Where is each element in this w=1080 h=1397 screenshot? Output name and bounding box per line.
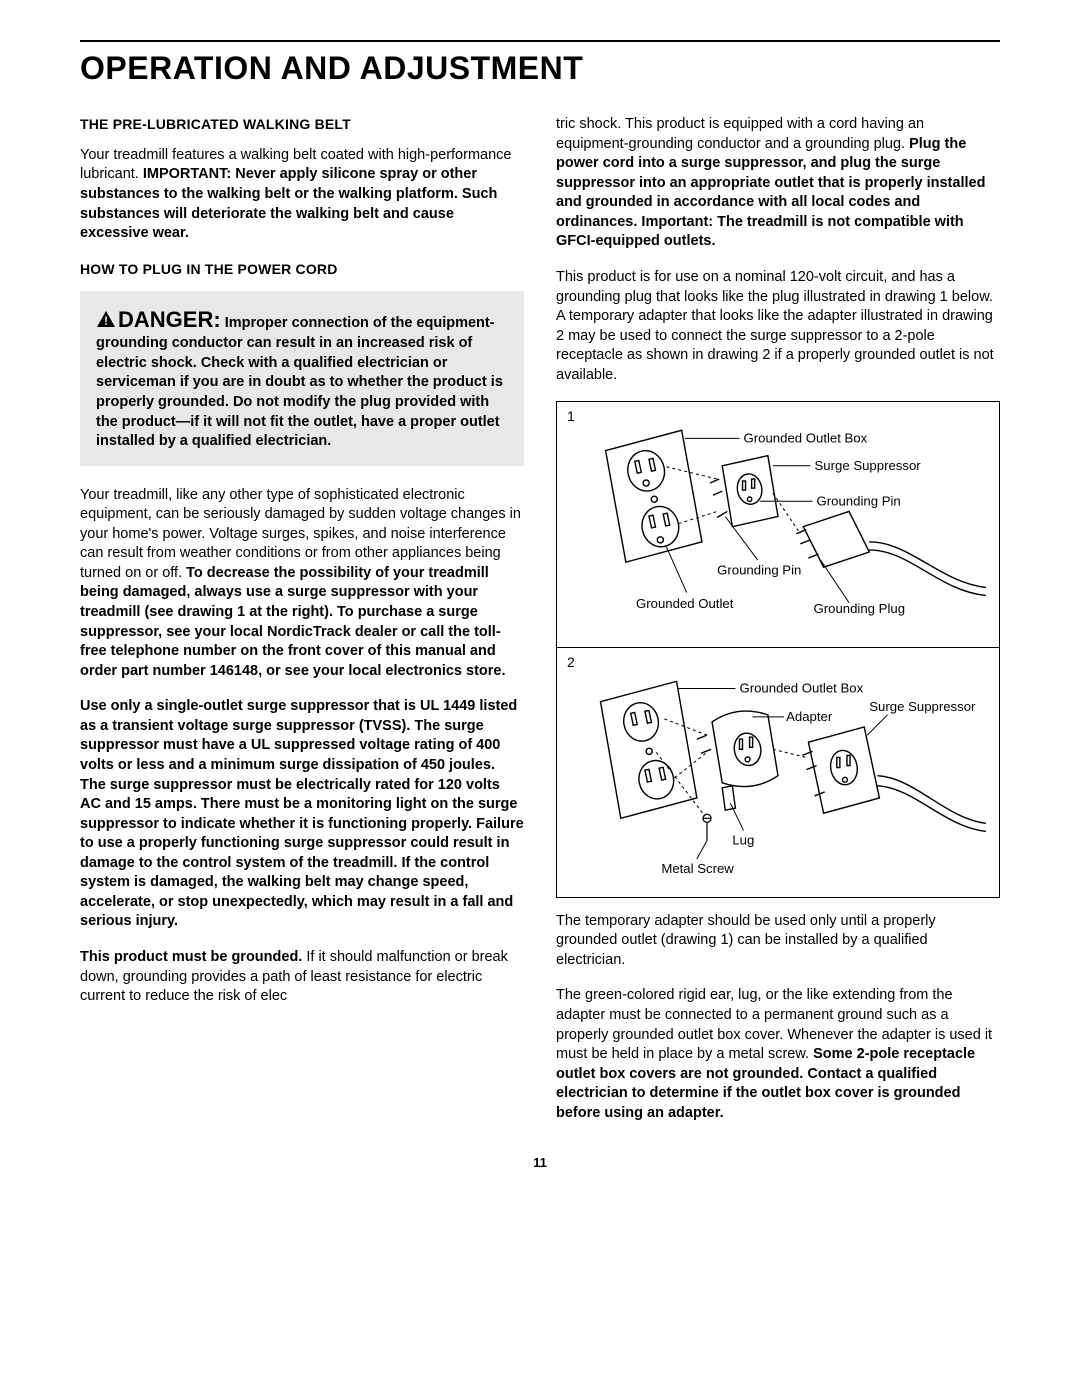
danger-label: DANGER: bbox=[118, 307, 221, 332]
two-column-layout: THE PRE-LUBRICATED WALKING BELT Your tre… bbox=[80, 115, 1000, 1123]
fig2-label-adapter: Adapter bbox=[786, 708, 833, 723]
para-right-bold1: Plug the power cord into a surge suppres… bbox=[556, 136, 985, 250]
top-rule bbox=[80, 40, 1000, 42]
fig1-label-outlet: Grounded Outlet bbox=[636, 596, 734, 611]
danger-callout: ! DANGER: Improper connection of the equ… bbox=[80, 291, 524, 466]
para-right-lead1: tric shock. This product is equipped wit… bbox=[556, 116, 924, 152]
fig1-label-pin2: Grounding Pin bbox=[717, 563, 801, 578]
para-surge-spec-bold: Use only a single-outlet surge suppresso… bbox=[80, 698, 524, 929]
fig2-label-surge: Surge Suppressor bbox=[869, 698, 976, 713]
para-grounded-bold: This product must be grounded. bbox=[80, 949, 302, 965]
para-surge-intro: Your treadmill, like any other type of s… bbox=[80, 486, 524, 682]
para-surge-bold: To decrease the possibility of your trea… bbox=[80, 565, 506, 679]
para-lug: The green-colored rigid ear, lug, or the… bbox=[556, 986, 1000, 1123]
fig2-label-lug: Lug bbox=[732, 832, 754, 847]
page-number: 11 bbox=[80, 1155, 1000, 1170]
para-belt: Your treadmill features a walking belt c… bbox=[80, 146, 524, 244]
figure-1-illustration: Grounded Outlet Box Surge Suppressor Gro… bbox=[565, 410, 991, 638]
figure-panel-1: 1 bbox=[557, 402, 999, 646]
para-right-120v: This product is for use on a nominal 120… bbox=[556, 268, 1000, 385]
figure-1-number: 1 bbox=[567, 408, 575, 424]
para-temp-adapter: The temporary adapter should be used onl… bbox=[556, 912, 1000, 971]
fig1-label-pin1: Grounding Pin bbox=[817, 494, 901, 509]
para-belt-bold: IMPORTANT: Never apply silicone spray or… bbox=[80, 166, 497, 241]
para-right-continue: tric shock. This product is equipped wit… bbox=[556, 115, 1000, 252]
danger-paragraph: ! DANGER: Improper connection of the equ… bbox=[96, 305, 508, 452]
figure-2-illustration: Grounded Outlet Box Adapter Surge Suppre… bbox=[565, 656, 991, 889]
figure-panel-2: 2 bbox=[557, 647, 999, 897]
danger-text: Improper connection of the equipment-gro… bbox=[96, 315, 503, 450]
svg-text:!: ! bbox=[104, 314, 108, 328]
figure-2-number: 2 bbox=[567, 654, 575, 670]
fig1-label-plug: Grounding Plug bbox=[813, 601, 905, 616]
warning-triangle-icon: ! bbox=[96, 310, 116, 335]
section-head-power: HOW TO PLUG IN THE POWER CORD bbox=[80, 260, 524, 279]
left-column: THE PRE-LUBRICATED WALKING BELT Your tre… bbox=[80, 115, 524, 1123]
para-grounded: This product must be grounded. If it sho… bbox=[80, 948, 524, 1007]
right-column: tric shock. This product is equipped wit… bbox=[556, 115, 1000, 1123]
figure-box: 1 bbox=[556, 401, 1000, 897]
page-title: OPERATION AND ADJUSTMENT bbox=[80, 50, 1000, 87]
fig1-label-outlet-box: Grounded Outlet Box bbox=[744, 431, 868, 446]
fig2-label-outlet-box: Grounded Outlet Box bbox=[739, 680, 863, 695]
fig2-label-screw: Metal Screw bbox=[661, 861, 734, 876]
section-head-belt: THE PRE-LUBRICATED WALKING BELT bbox=[80, 115, 524, 134]
fig1-label-surge: Surge Suppressor bbox=[815, 458, 922, 473]
para-surge-spec: Use only a single-outlet surge suppresso… bbox=[80, 697, 524, 932]
